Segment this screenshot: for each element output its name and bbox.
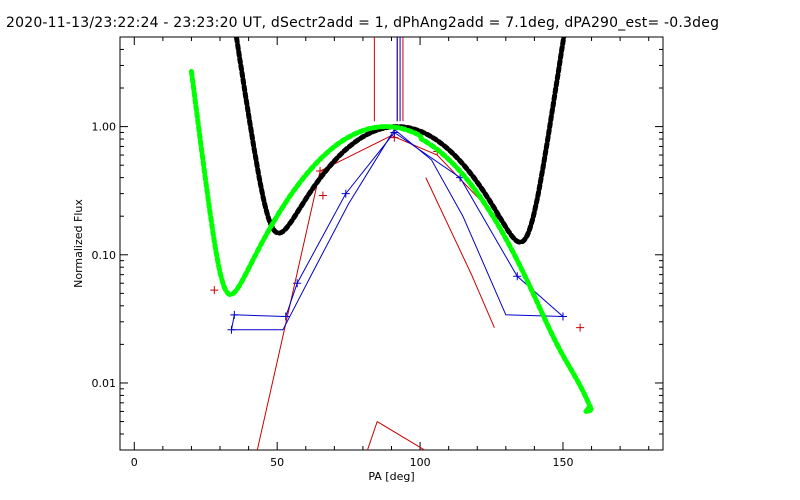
plot-labels: PA [deg] Normalized Flux 0 50 100 150 0.01 0.… (72, 121, 573, 483)
x-tick-label: 100 (410, 456, 431, 469)
y-axis-label: Normalized Flux (72, 199, 85, 288)
red-crosses-point (576, 323, 585, 332)
red-crosses-point-glyph (576, 323, 585, 332)
chart-title: 2020-11-13/23:22:24 - 23:23:20 UT, dSect… (6, 15, 720, 31)
y-tick-label: 1.00 (92, 121, 117, 134)
blue-crosses-point-glyph (281, 312, 290, 321)
blue-crosses-point (230, 310, 239, 319)
x-tick-label: 50 (270, 456, 284, 469)
red-crosses-point (210, 286, 219, 295)
blue-crosses-point (513, 272, 522, 281)
plot-marks (188, 37, 596, 450)
red-line-tail (425, 177, 495, 328)
blue-crosses-point-glyph (513, 272, 522, 281)
plot-axes (119, 36, 664, 451)
y-tick-label: 0.10 (92, 249, 117, 262)
blue-crosses-point-glyph (341, 189, 350, 198)
blue-crosses-point-glyph (230, 310, 239, 319)
red-crosses-point-glyph (318, 191, 327, 200)
y-tick-label: 0.01 (92, 377, 117, 390)
blue-crosses-point-glyph (293, 279, 302, 288)
blue-crosses-point (281, 312, 290, 321)
blue-crosses-point (341, 189, 350, 198)
red-line-lower (366, 420, 426, 450)
black-model-curve (233, 37, 567, 245)
red-crosses-point-glyph (210, 286, 219, 295)
green-model-curve (188, 69, 596, 416)
x-axis-label: PA [deg] (368, 470, 414, 483)
x-tick-label: 0 (131, 456, 138, 469)
red-crosses-point (318, 191, 327, 200)
blue-crosses-point (293, 279, 302, 288)
x-tick-label: 150 (552, 456, 573, 469)
